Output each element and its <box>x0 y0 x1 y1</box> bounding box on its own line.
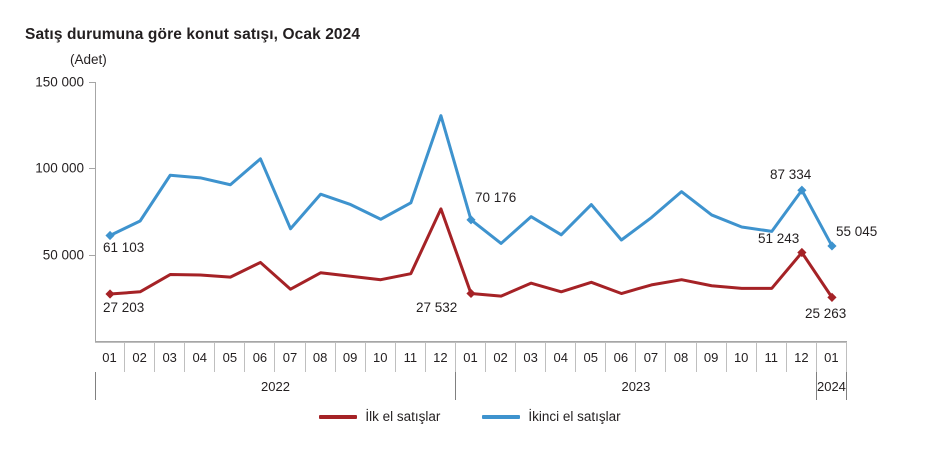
data-point-marker <box>466 215 476 225</box>
data-point-marker <box>466 288 476 299</box>
y-axis-tick <box>89 82 95 83</box>
x-axis-month-label: 02 <box>125 342 156 372</box>
x-axis-month-label: 04 <box>546 342 577 372</box>
y-axis-tick <box>89 168 95 170</box>
x-axis-year-row: 2022 2023 2024 <box>95 372 847 400</box>
legend-color-swatch <box>482 414 521 419</box>
x-axis-month-label: 11 <box>757 342 787 372</box>
data-point-label: 51 243 <box>758 231 800 246</box>
legend-color-swatch <box>319 414 358 419</box>
data-point-label: 61 103 <box>103 240 145 255</box>
data-point-marker <box>797 247 807 258</box>
plot-area: 61 103 27 203 70 176 27 532 87 334 51 243 55 0… <box>95 82 877 341</box>
x-axis-month-label: 03 <box>516 342 547 372</box>
x-axis-month-label: 01 <box>95 342 126 372</box>
x-axis-month-label: 04 <box>185 342 216 372</box>
data-point-label: 27 203 <box>103 300 145 315</box>
x-axis-month-label: 09 <box>336 342 366 372</box>
x-axis-baseline <box>95 341 847 342</box>
x-axis-month-label: 03 <box>155 342 186 372</box>
x-axis-month-label: 02 <box>486 342 517 372</box>
y-axis-labels: 50 000 100 000 150 000 <box>0 0 84 450</box>
x-axis-year-label: 2023 <box>456 372 817 400</box>
x-axis-month-label: 10 <box>366 342 396 372</box>
data-point-label: 25 263 <box>805 306 847 321</box>
x-axis-month-label: 07 <box>636 342 667 372</box>
legend-item[interactable]: İkinci el satışlar <box>482 409 621 424</box>
data-point-marker <box>827 241 837 251</box>
x-axis-month-label: 05 <box>215 342 246 372</box>
x-axis-month-label: 09 <box>697 342 727 372</box>
x-axis-month-label: 06 <box>606 342 637 372</box>
data-point-label: 70 176 <box>475 190 517 205</box>
x-axis-year-label: 2022 <box>95 372 456 400</box>
x-axis-top-rule <box>95 342 847 343</box>
chart-legend: İlk el satışlar İkinci el satışlar <box>0 409 940 424</box>
legend-label: İkinci el satışlar <box>528 409 621 424</box>
x-axis-month-label: 12 <box>426 342 456 372</box>
x-axis-month-label: 01 <box>456 342 487 372</box>
data-point-label: 55 045 <box>836 224 878 239</box>
x-axis-month-label: 10 <box>727 342 757 372</box>
x-axis-month-label: 07 <box>275 342 306 372</box>
data-point-marker <box>827 292 837 302</box>
data-point-label: 87 334 <box>770 167 812 182</box>
chart-unit-label: (Adet) <box>70 52 107 67</box>
series-line <box>108 114 834 248</box>
x-axis-month-label: 08 <box>666 342 697 372</box>
y-axis-tick-label: 100 000 <box>35 160 84 176</box>
y-axis-tick <box>89 254 95 256</box>
x-axis-month-label: 11 <box>396 342 426 372</box>
data-point-marker <box>105 289 115 299</box>
series-lines <box>105 114 837 302</box>
data-point-marker <box>105 230 115 241</box>
x-axis: 01 02 03 04 05 06 07 08 09 10 11 12 01 02 03 04 05 06 07 08… <box>95 342 847 400</box>
legend-item[interactable]: İlk el satışlar <box>319 409 440 424</box>
x-axis-month-label: 05 <box>576 342 607 372</box>
chart-title: Satış durumuna göre konut satışı, Ocak 2… <box>25 26 361 43</box>
x-axis-month-label: 08 <box>306 342 336 372</box>
x-axis-month-label: 06 <box>245 342 276 372</box>
legend-label: İlk el satışlar <box>365 409 441 424</box>
data-point-label: 27 532 <box>416 300 458 315</box>
x-axis-year-label: 2024 <box>817 372 847 400</box>
y-axis-line <box>95 82 96 342</box>
y-axis-tick-label: 150 000 <box>35 74 84 90</box>
y-axis-tick-label: 50 000 <box>42 247 84 263</box>
x-axis-month-row: 01 02 03 04 05 06 07 08 09 10 11 12 01 02 03 04 05 06 07 08… <box>95 342 847 372</box>
x-axis-month-label: 12 <box>787 342 817 372</box>
x-axis-month-label: 01 <box>817 342 847 372</box>
